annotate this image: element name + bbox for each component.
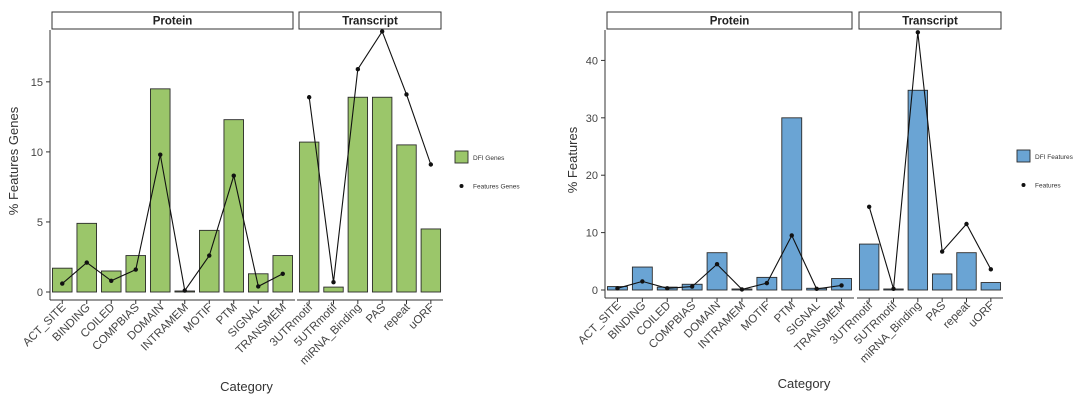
bar-11: [858, 243, 880, 291]
bar-5: [149, 88, 171, 293]
line-point-6: [182, 288, 187, 293]
line-point-14: [939, 249, 945, 254]
line-point-3: [665, 286, 670, 291]
y-tick-label: 30: [586, 113, 598, 125]
series-line-2: [868, 32, 992, 290]
line-point-13: [355, 67, 361, 72]
x-tick-label: uORF: [407, 302, 437, 332]
facet-strip-2: [858, 11, 1002, 30]
y-tick-label: 0: [592, 285, 598, 297]
legend-point-swatch: [1021, 183, 1026, 187]
bar-13: [907, 89, 929, 291]
bar-12: [323, 286, 344, 293]
y-tick-label: 10: [586, 228, 598, 240]
bar-2: [76, 222, 97, 293]
facet-title-2: Transcript: [342, 16, 398, 28]
bar-2: [631, 266, 653, 291]
y-axis-title: % Features Genes: [6, 106, 21, 215]
bar-16: [980, 282, 1002, 291]
bar-11: [298, 141, 320, 293]
line-point-1: [615, 286, 620, 291]
chart-panel-2: Protein Transcript010203040ACT_SITEBINDIN…: [565, 11, 1074, 391]
line-point-7: [207, 253, 212, 258]
series-line-1: [617, 234, 842, 291]
legend: DFI Features Features: [1016, 149, 1074, 190]
line-point-12: [331, 279, 336, 285]
bar-14: [931, 273, 953, 291]
x-axis-title: Category: [778, 376, 831, 391]
line-point-4: [133, 267, 138, 272]
line-point-16: [988, 267, 994, 272]
line-point-9: [256, 284, 261, 289]
bar-15: [396, 144, 417, 293]
line-point-2: [84, 260, 89, 265]
y-tick-label: 40: [586, 55, 598, 67]
y-tick-label: 20: [586, 170, 598, 182]
line-point-5: [714, 261, 720, 267]
bar-16: [420, 228, 442, 293]
y-tick-label: 0: [37, 287, 43, 299]
y-tick-label: 5: [37, 217, 43, 229]
bar-9: [247, 273, 269, 293]
facet-title-2: Transcript: [902, 16, 958, 28]
bar-13: [347, 96, 369, 293]
line-point-11: [306, 95, 312, 100]
legend-point-swatch: [459, 184, 464, 188]
bar-5: [706, 252, 728, 291]
facet-strip-1: [606, 11, 853, 30]
line-point-7: [764, 280, 770, 286]
legend-label-bars: DFI Genes: [473, 155, 505, 162]
series-line-1: [61, 154, 284, 292]
x-tick-label: uORF: [967, 300, 997, 330]
line-point-8: [231, 173, 236, 178]
line-point-8: [789, 233, 794, 238]
x-tick-label: repeat: [941, 299, 973, 331]
bar-8: [223, 119, 244, 293]
y-tick-label: 10: [31, 147, 43, 159]
line-point-9: [814, 286, 819, 292]
chart-panel-1: Protein Transcript051015ACT_SITEBINDINGCO…: [6, 11, 520, 394]
bar-4: [125, 255, 146, 293]
facet-title-1: Protein: [153, 16, 193, 28]
line-point-1: [60, 281, 65, 286]
line-point-11: [866, 204, 872, 209]
legend-bar-swatch: [1016, 149, 1031, 163]
line-point-6: [739, 287, 745, 292]
line-point-4: [689, 284, 695, 289]
bar-15: [956, 252, 977, 291]
legend-bar-swatch: [454, 150, 469, 164]
line-point-12: [891, 286, 896, 292]
line-point-15: [404, 92, 409, 97]
y-tick-label: 15: [31, 77, 43, 89]
line-point-13: [915, 30, 921, 35]
line-point-2: [640, 279, 645, 284]
line-point-3: [109, 278, 114, 283]
bar-7: [198, 229, 220, 293]
bar-8: [781, 117, 803, 291]
x-tick-label: repeat: [381, 301, 413, 333]
legend-label-line: Features Genes: [473, 184, 520, 191]
line-point-10: [280, 271, 285, 276]
line-point-10: [839, 283, 844, 288]
series-line-2: [308, 30, 432, 283]
line-point-16: [428, 162, 434, 167]
bar-1: [52, 267, 73, 293]
line-point-15: [964, 221, 969, 227]
x-axis-title: Category: [220, 379, 273, 394]
legend-label-line: Features: [1035, 183, 1061, 190]
facet-strip-1: [51, 11, 294, 30]
line-point-5: [158, 152, 163, 157]
facet-title-1: Protein: [710, 16, 750, 28]
line-point-14: [379, 29, 385, 34]
bar-14: [371, 96, 393, 293]
legend-label-bars: DFI Features: [1035, 154, 1074, 161]
y-axis-title: % Features: [565, 126, 580, 193]
legend: DFI Genes Features Genes: [454, 150, 520, 191]
facet-strip-2: [298, 11, 442, 30]
